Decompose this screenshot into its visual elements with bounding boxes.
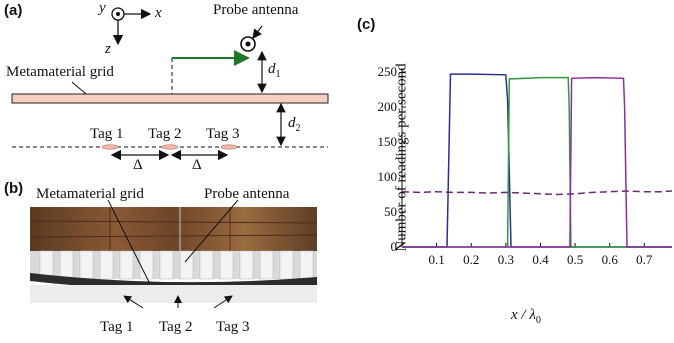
metamaterial-grid-bar [11,93,329,104]
tag-3-label: Tag 3 [206,126,240,142]
photo-probe-label: Probe antenna [204,186,290,202]
tag-3-marker [220,144,238,150]
tag-1-label: Tag 1 [90,126,124,142]
metamaterial-grid-label: Metamaterial grid [6,64,114,80]
y-tick-label: 100 [378,169,398,184]
series-line-3 [402,76,672,248]
axis-z-label: z [105,41,111,57]
y-tick-label: 150 [378,134,398,149]
axis-y-label: y [99,0,106,16]
tag-2-marker [161,144,179,150]
x-tick-label: 0.3 [498,252,514,267]
panel-a-label: (a) [4,2,23,19]
y-tick-label: 200 [378,99,398,114]
probe-antenna-label: Probe antenna [213,2,299,18]
x-tick-label: 0.5 [567,252,583,267]
x-tick-label: 0.1 [428,252,444,267]
photo-tag-2-label: Tag 2 [159,319,193,335]
y-tick-label: 250 [378,64,398,79]
panel-b-label: (b) [4,180,24,197]
chart-ylabel: Number of readings per second [393,63,410,252]
photo-tag-1-label: Tag 1 [100,319,134,335]
x-tick-label: 0.2 [463,252,479,267]
x-tick-label: 0.7 [636,252,653,267]
y-tick-label: 50 [384,204,397,219]
tag-1-marker [101,144,119,150]
d1-label: d1 [268,61,281,80]
x-tick-label: 0.6 [602,252,619,267]
experiment-photo [30,207,317,303]
series-line-1 [402,73,672,248]
photo-tag-3-label: Tag 3 [216,319,250,335]
d2-label: d2 [288,115,301,134]
photo-grid-label: Metamaterial grid [36,186,144,202]
delta-label-2: Δ [192,157,202,173]
grid-label-pointer [71,81,87,95]
coordinate-axes [111,7,152,46]
series-line-4 [401,190,673,196]
tag-2-label: Tag 2 [148,126,182,142]
axis-x-label: x [155,5,162,21]
panel-c-label: (c) [357,16,376,33]
x-tick-label: 0.4 [532,252,549,267]
delta-label-1: Δ [133,157,143,173]
y-tick-label: 0 [391,239,398,254]
series-line-2 [402,76,672,248]
chart-xlabel: x / λ0 [511,307,541,326]
